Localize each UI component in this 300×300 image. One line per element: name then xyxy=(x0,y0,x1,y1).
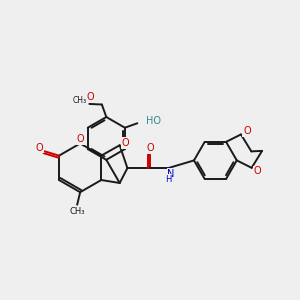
Text: O: O xyxy=(36,142,44,153)
Text: O: O xyxy=(254,167,261,176)
Text: CH₃: CH₃ xyxy=(69,207,85,216)
Text: H: H xyxy=(165,175,171,184)
Text: CH₃: CH₃ xyxy=(73,96,87,105)
Text: N: N xyxy=(167,169,175,179)
Text: O: O xyxy=(243,126,251,136)
Text: O: O xyxy=(146,143,154,153)
Text: O: O xyxy=(76,134,84,144)
Text: O: O xyxy=(122,138,129,148)
Text: O: O xyxy=(87,92,94,102)
Text: HO: HO xyxy=(146,116,161,126)
